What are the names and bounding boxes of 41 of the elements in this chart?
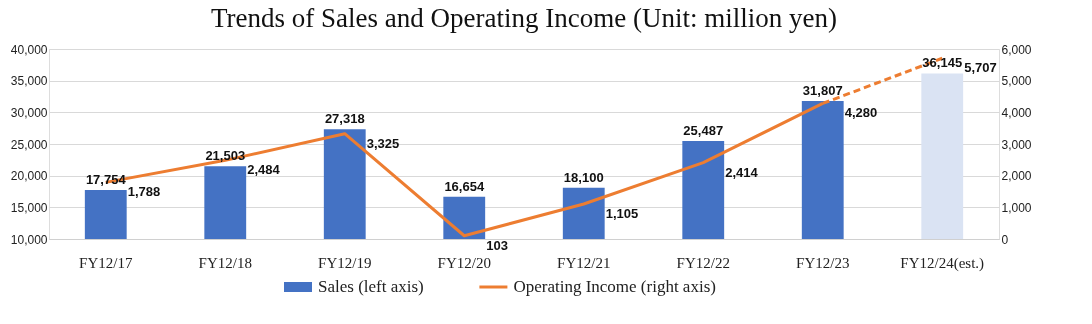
y-tick-label: 35,000 xyxy=(10,74,48,89)
data-label: 2,484 xyxy=(247,162,281,178)
x-tick-label: FY12/23 xyxy=(796,254,850,271)
y-tick-label: 10,000 xyxy=(10,232,48,247)
y-tick-label: 25,000 xyxy=(10,137,48,152)
legend-label: Sales (left axis) xyxy=(318,277,424,296)
x-tick-label: FY12/22 xyxy=(676,254,730,271)
y2-tick-label: 5,000 xyxy=(1001,74,1032,89)
data-label: 103 xyxy=(486,237,508,253)
data-label: 36,145 xyxy=(922,55,963,71)
x-tick-label: FY12/19 xyxy=(318,254,372,271)
y-tick-label: 30,000 xyxy=(10,105,48,120)
y2-tick-label: 3,000 xyxy=(1001,137,1032,152)
data-label: 27,318 xyxy=(324,111,365,127)
x-tick-label: FY12/18 xyxy=(198,254,252,271)
y2-tick-label: 0 xyxy=(1001,232,1009,247)
data-label: 31,807 xyxy=(802,82,843,98)
x-tick-label: FY12/21 xyxy=(557,254,611,271)
y-tick-label: 20,000 xyxy=(10,169,48,184)
y2-tick-label: 6,000 xyxy=(1001,42,1032,57)
data-label: 2,414 xyxy=(725,164,759,180)
data-label: 16,654 xyxy=(444,178,485,194)
data-label: 1,788 xyxy=(127,184,161,200)
data-label: 21,503 xyxy=(205,148,246,164)
data-label: 5,707 xyxy=(964,60,997,76)
y2-tick-label: 1,000 xyxy=(1001,200,1032,215)
y-tick-label: 40,000 xyxy=(10,42,48,57)
legend-label: Operating Income (right axis) xyxy=(513,277,716,296)
y2-tick-label: 4,000 xyxy=(1001,105,1032,120)
y-tick-label: 15,000 xyxy=(10,200,48,215)
data-label: 4,280 xyxy=(844,105,878,121)
x-tick-label: FY12/17 xyxy=(79,254,133,271)
y2-tick-label: 2,000 xyxy=(1001,169,1032,184)
x-tick-label: FY12/20 xyxy=(437,254,491,271)
chart-title: Trends of Sales and Operating Income (Unit: million yen) xyxy=(211,3,837,33)
data-label: 17,754 xyxy=(85,171,127,187)
data-label: 18,100 xyxy=(563,169,604,185)
data-label: 1,105 xyxy=(605,206,639,222)
data-label: 25,487 xyxy=(683,122,724,138)
data-label: 3,325 xyxy=(366,135,400,151)
x-tick-label: FY12/24(est.) xyxy=(900,254,985,272)
